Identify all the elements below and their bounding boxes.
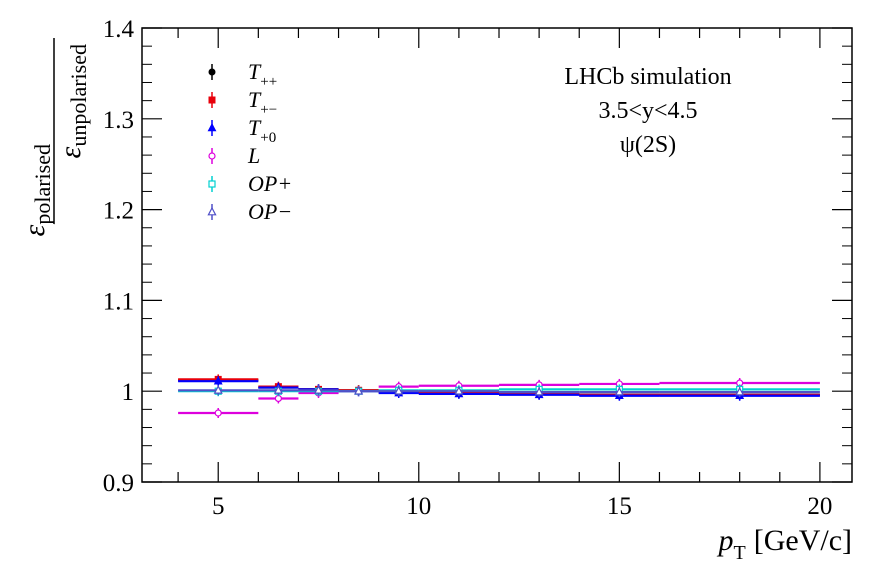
legend-item-OP+: OP+ (208, 171, 292, 196)
data-point (534, 386, 544, 396)
legend-item-L: L (208, 143, 260, 168)
x-tick-label: 20 (807, 493, 832, 520)
legend-label: L (247, 143, 260, 168)
y-tick-label: 1.3 (103, 107, 134, 134)
data-point (213, 385, 223, 394)
data-point (394, 385, 404, 395)
data-marks (178, 374, 820, 418)
xlabel-unit: [GeV/c] (754, 524, 852, 557)
ylabel-numerator-symbol: ε (18, 224, 51, 236)
data-point (735, 386, 745, 396)
legend-marker (207, 206, 217, 216)
x-tick-label: 15 (607, 493, 632, 520)
legend-marker (208, 68, 216, 76)
data-point (354, 385, 364, 395)
y-axis: 0.9 1 1.1 1.2 1.3 1.4 (103, 16, 852, 497)
series-L (178, 378, 820, 418)
plot-frame (141, 27, 853, 483)
plot-border (141, 27, 853, 483)
legend-label: T++ (248, 59, 277, 90)
legend-marker (208, 152, 216, 160)
legend-item-T+0: T+0 (207, 115, 276, 146)
legend-label: T+0 (248, 115, 276, 146)
xlabel-symbol: p (717, 524, 734, 557)
series-OP− (178, 385, 820, 398)
data-point (614, 386, 624, 396)
y-tick-label: 0.9 (103, 470, 134, 497)
legend-label-main: T (248, 115, 262, 140)
ylabel-denominator-subscript: unpolarised (66, 44, 91, 147)
annotation-particle: ψ(2S) (620, 132, 676, 158)
data-point (313, 385, 324, 394)
legend-label-main: T (248, 87, 262, 112)
y-tick-label: 1 (122, 379, 135, 406)
legend-item-OP−: OP− (207, 199, 292, 224)
x-axis-title: pT [GeV/c] (717, 524, 853, 564)
legend-label-main: T (248, 59, 262, 84)
data-point (214, 409, 222, 417)
x-tick-label: 5 (212, 493, 225, 520)
data-point (213, 376, 223, 385)
y-tick-label: 1.2 (103, 198, 134, 225)
svg-text:εpolarised: εpolarised (18, 144, 55, 236)
data-point (454, 385, 464, 395)
legend-item-T++: T++ (208, 59, 277, 90)
data-point (274, 394, 282, 403)
legend-marker (208, 180, 216, 188)
legend-label-sub: +0 (260, 130, 276, 146)
ylabel-denominator-symbol: ε (54, 146, 87, 158)
legend-marker (208, 96, 216, 104)
y-tick-label: 1.4 (103, 16, 135, 43)
annotation-lhcb: LHCb simulation (564, 64, 731, 90)
legend-label: OP− (248, 199, 292, 224)
annotation-rapidity: 3.5<y<4.5 (598, 98, 697, 124)
x-tick-label: 10 (406, 493, 431, 520)
legend-label-sub: ++ (260, 74, 277, 90)
legend-label-sub: +− (260, 102, 277, 118)
legend-item-T+-: T+− (208, 87, 277, 118)
legend-label: OP+ (248, 171, 292, 196)
y-axis-title: εpolarised εunpolarised (18, 38, 91, 236)
ylabel-numerator-subscript: polarised (30, 144, 55, 225)
legend-label: T+− (248, 87, 277, 118)
data-point (273, 385, 283, 394)
y-tick-label: 1.1 (103, 288, 134, 315)
x-axis: 5 10 15 20 (177, 28, 832, 520)
legend-label-main: OP− (248, 199, 292, 224)
xlabel-subscript: T (734, 542, 746, 564)
svg-text:εunpolarised: εunpolarised (54, 44, 91, 158)
legend-label-main: L (247, 143, 260, 168)
legend-marker (207, 122, 217, 132)
legend-label-main: OP+ (248, 171, 292, 196)
